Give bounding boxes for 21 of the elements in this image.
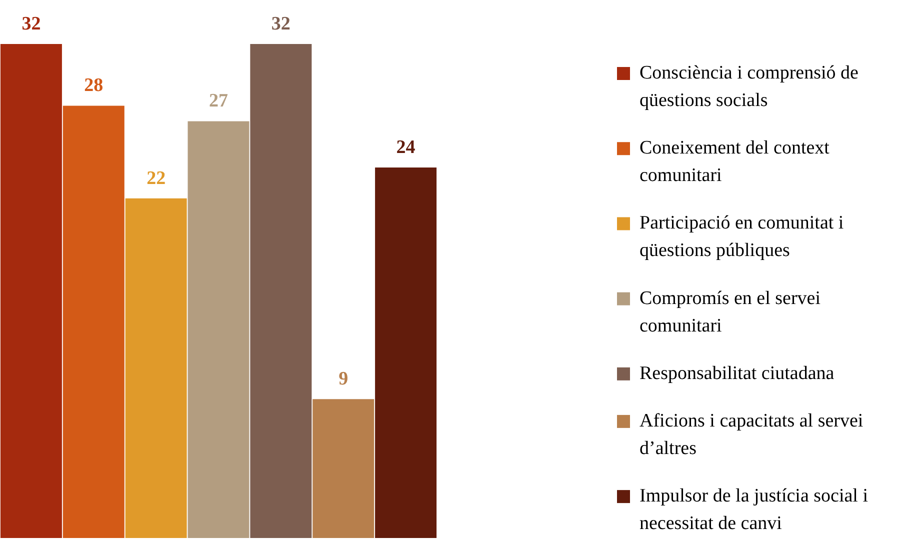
legend-label: Consciència i comprensió de qüestions socials [640, 62, 858, 112]
legend-label: Participació en comunitat i qüestions públiques [640, 212, 844, 262]
legend-label: Impulsor de la justícia social i necessitat de canvi [640, 486, 868, 534]
bar [125, 198, 187, 538]
data-label: 32 [271, 13, 290, 34]
data-label: 27 [209, 90, 228, 112]
bar [0, 44, 62, 538]
data-label: 22 [146, 168, 166, 189]
bar [188, 121, 250, 538]
data-label: 9 [338, 368, 348, 390]
bar [62, 106, 124, 538]
data-label: 24 [396, 136, 416, 158]
bar [312, 399, 374, 538]
bar [375, 168, 437, 538]
legend-label: Responsabilitat ciutadana [640, 362, 835, 384]
legend-label: Coneixement del context comunitari [640, 138, 830, 186]
data-label: 28 [84, 75, 104, 96]
data-label: 32 [22, 13, 41, 34]
bar [250, 44, 312, 538]
legend-label: Compromís en el servei comunitari [640, 288, 820, 336]
legend-label: Aficions i capacitats al servei d’altres [640, 410, 864, 459]
